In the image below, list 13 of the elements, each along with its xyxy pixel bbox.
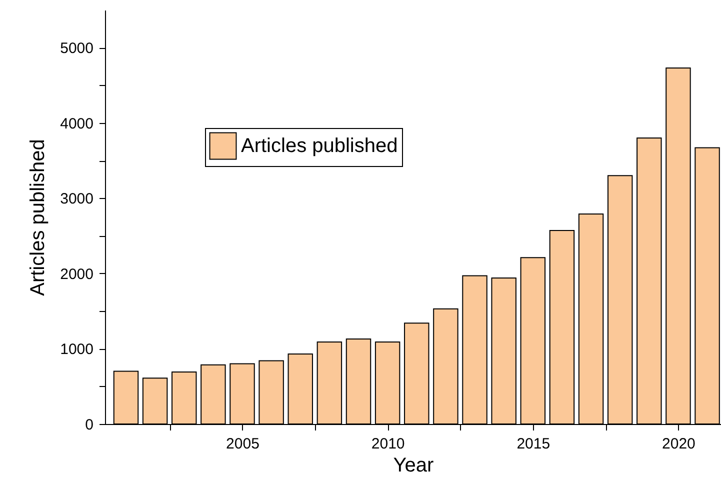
x-tick-label: 2015 xyxy=(516,436,550,452)
x-tick-label: 2005 xyxy=(226,436,260,452)
y-tick-label: 5000 xyxy=(60,40,94,58)
x-axis-title: Year xyxy=(393,454,434,476)
y-tick-label: 4000 xyxy=(60,115,94,132)
y-tick-label: 0 xyxy=(85,416,94,434)
y-tick-label: 3000 xyxy=(60,190,94,208)
x-tick-label: 2010 xyxy=(371,436,405,452)
y-tick-label: 2000 xyxy=(60,266,94,283)
y-axis-title: Articles published xyxy=(27,139,50,296)
legend-label: Articles published xyxy=(241,135,398,157)
y-tick-label: 1000 xyxy=(60,341,94,358)
x-tick-label: 2020 xyxy=(662,436,696,452)
